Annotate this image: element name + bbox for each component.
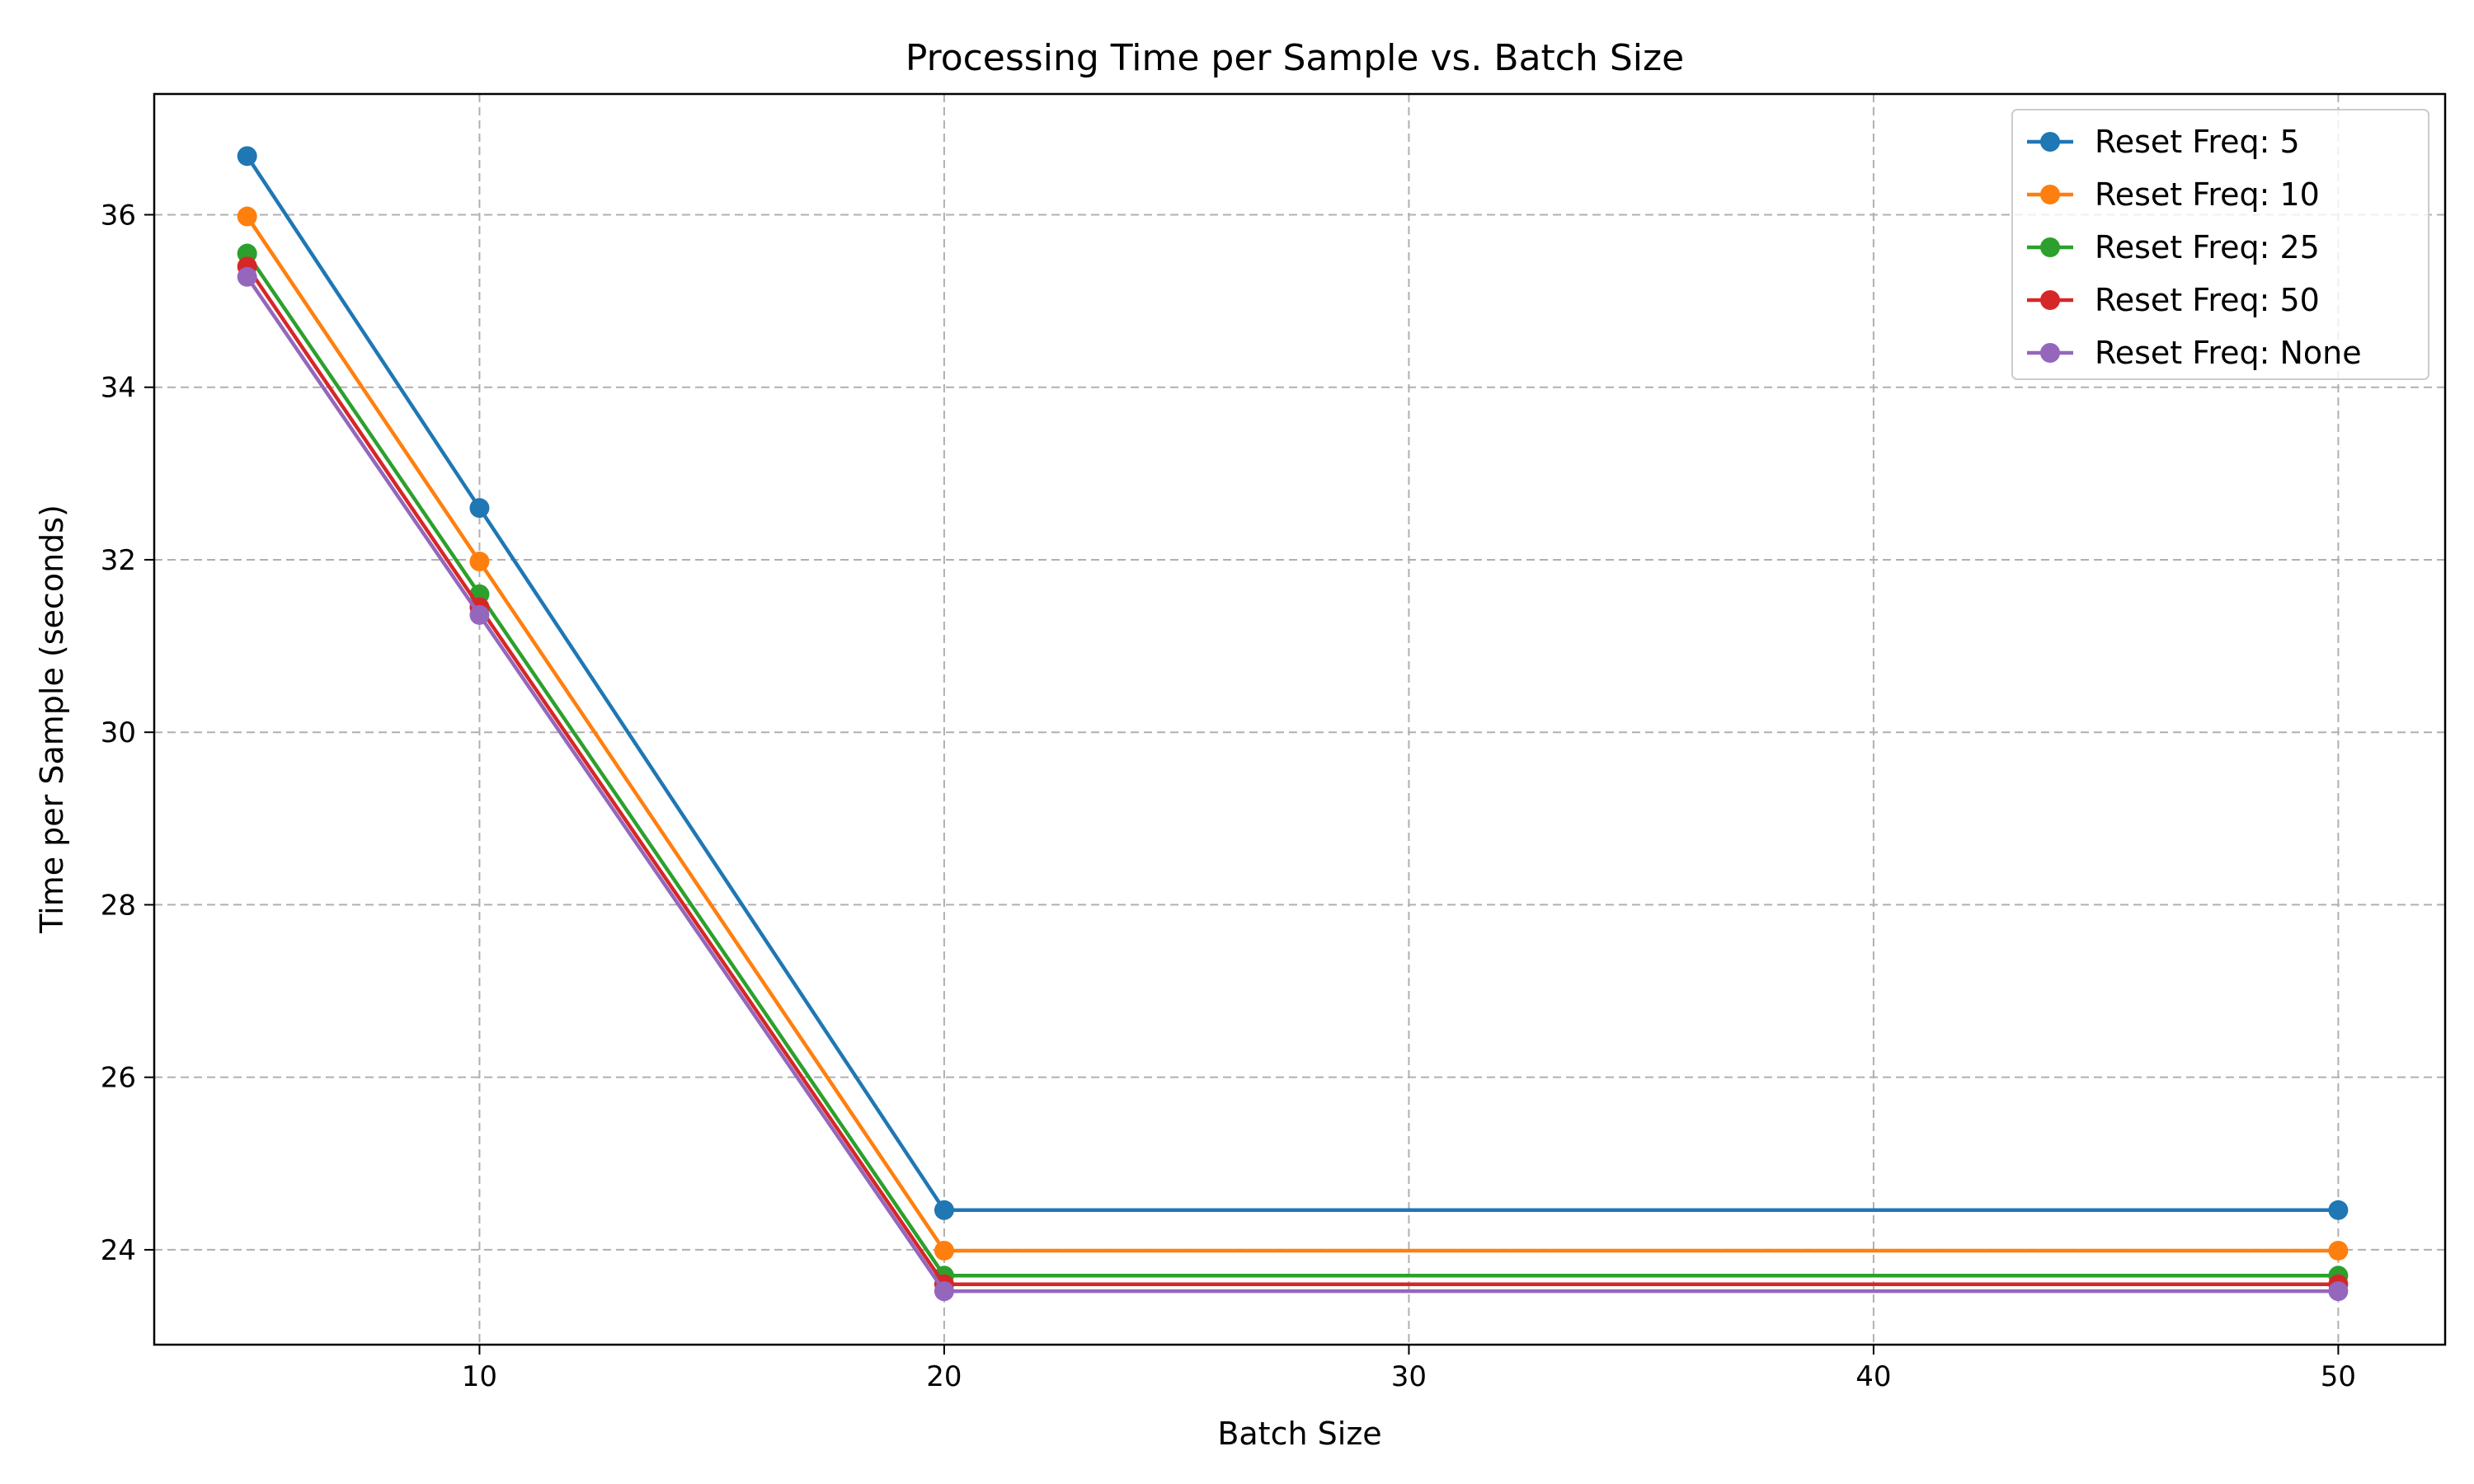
legend-entry: Reset Freq: 5: [2027, 124, 2300, 160]
data-point: [469, 498, 490, 519]
y-tick-label: 28: [101, 889, 136, 922]
y-tick-label: 30: [101, 716, 136, 749]
data-point: [237, 206, 257, 227]
legend-label: Reset Freq: None: [2095, 335, 2362, 371]
y-tick-label: 24: [101, 1234, 136, 1267]
series-line: [245, 252, 2339, 1278]
series-line: [245, 265, 2339, 1287]
series-0: [237, 146, 2349, 1220]
data-point: [934, 1200, 954, 1220]
legend-label: Reset Freq: 10: [2095, 176, 2320, 213]
y-tick-label: 32: [101, 544, 136, 577]
legend-marker: [2040, 343, 2060, 363]
series-layer: [237, 146, 2349, 1302]
legend-marker: [2040, 237, 2060, 257]
data-point: [237, 266, 257, 287]
data-point: [2328, 1281, 2349, 1302]
legend-marker: [2040, 185, 2060, 204]
data-point: [934, 1240, 954, 1261]
series-4: [237, 266, 2349, 1302]
legend-label: Reset Freq: 50: [2095, 282, 2320, 318]
legend-entry: Reset Freq: 50: [2027, 282, 2320, 318]
x-axis-label: Batch Size: [1217, 1416, 1381, 1452]
y-tick-label: 34: [101, 372, 136, 405]
x-tick-label: 10: [462, 1360, 497, 1393]
legend-label: Reset Freq: 25: [2095, 229, 2320, 265]
chart-title: Processing Time per Sample vs. Batch Siz…: [905, 37, 1684, 79]
legend-marker: [2040, 290, 2060, 310]
plot-frame: [153, 92, 2447, 1346]
data-point: [237, 146, 257, 167]
series-line: [245, 275, 2339, 1294]
x-tick-label: 30: [1391, 1360, 1427, 1393]
legend-entry: Reset Freq: 10: [2027, 176, 2320, 213]
y-tick-label: 36: [101, 199, 136, 232]
data-point: [2328, 1200, 2349, 1220]
tick-layer: 10 20 30 40 50 24 26 28 30 32 34 36: [101, 199, 2356, 1393]
legend-entry: Reset Freq: 25: [2027, 229, 2320, 265]
grid-layer: [154, 94, 2445, 1345]
series-1: [237, 206, 2349, 1261]
y-axis-label: Time per Sample (seconds): [34, 505, 70, 934]
y-tick-label: 26: [101, 1062, 136, 1095]
data-point: [2328, 1240, 2349, 1261]
legend-box: [2011, 109, 2429, 380]
x-tick-label: 50: [2321, 1360, 2356, 1393]
legend-entry: Reset Freq: None: [2027, 335, 2362, 371]
x-tick-label: 20: [926, 1360, 962, 1393]
x-tick-label: 40: [1856, 1360, 1891, 1393]
series-line: [245, 215, 2339, 1253]
series-line: [245, 155, 2339, 1213]
legend-label: Reset Freq: 5: [2095, 124, 2300, 160]
data-point: [469, 604, 490, 625]
legend-marker: [2040, 132, 2060, 152]
legend: Reset Freq: 5 Reset Freq: 10 Reset Freq: 2…: [2011, 109, 2429, 380]
data-point: [934, 1281, 954, 1302]
data-point: [469, 552, 490, 572]
